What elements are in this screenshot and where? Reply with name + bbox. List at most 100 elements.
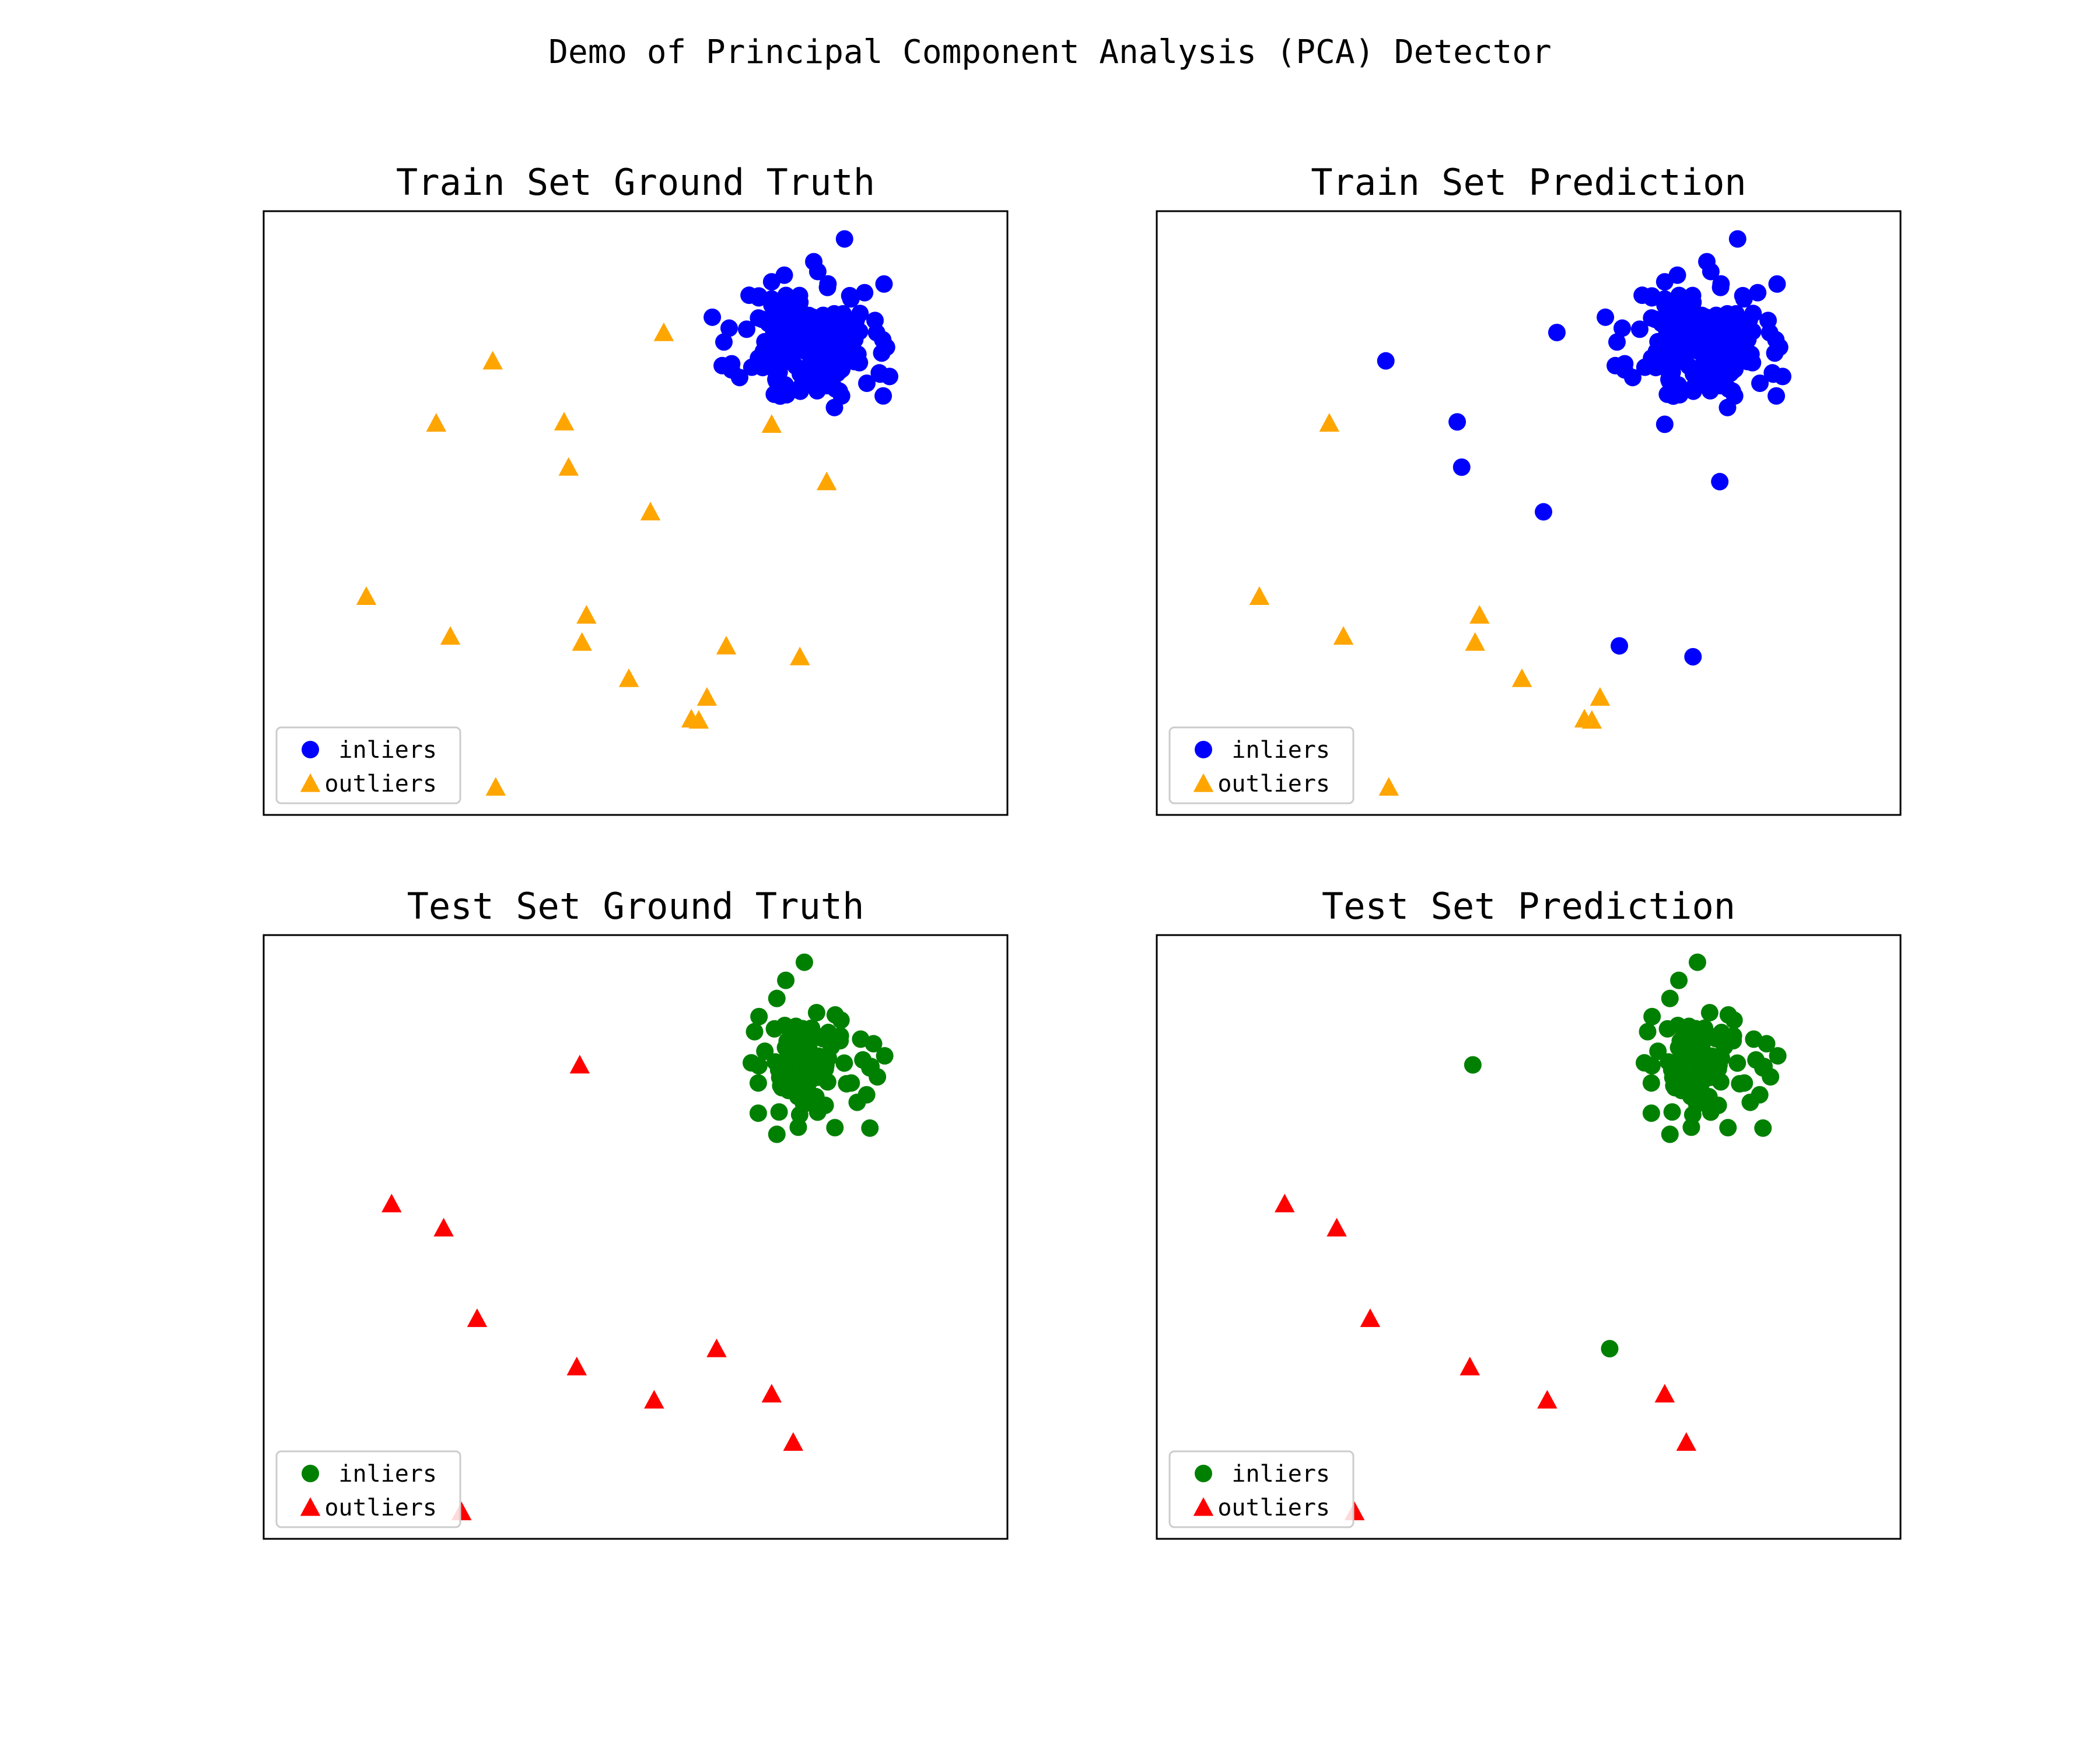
inlier-point bbox=[1630, 320, 1648, 338]
legend-label: outliers bbox=[1217, 771, 1330, 797]
outlier-point bbox=[696, 687, 718, 706]
legend-marker bbox=[1195, 741, 1212, 758]
legend-marker bbox=[302, 1465, 319, 1482]
legend-marker bbox=[300, 773, 321, 792]
outlier-point bbox=[761, 414, 782, 433]
outlier-point bbox=[783, 1432, 804, 1451]
legend-marker bbox=[300, 1497, 321, 1516]
inlier-point bbox=[1681, 312, 1699, 330]
legend-label: inliers bbox=[1231, 1461, 1330, 1488]
outlier-point bbox=[1378, 777, 1399, 796]
outlier-point bbox=[433, 1217, 454, 1237]
legend-label: outliers bbox=[1217, 1494, 1330, 1521]
legend-marker bbox=[1193, 773, 1214, 792]
subplot-2: Train Set Prediction inliers outliers bbox=[1156, 161, 1902, 816]
inlier-point bbox=[875, 275, 893, 293]
inlier-point bbox=[1754, 1059, 1772, 1077]
outlier-point bbox=[1654, 1384, 1675, 1403]
outlier-point bbox=[467, 1308, 488, 1327]
inlier-point bbox=[1708, 320, 1726, 338]
inlier-point bbox=[770, 1103, 788, 1121]
legend-label: inliers bbox=[338, 1461, 437, 1488]
inlier-point bbox=[765, 385, 783, 403]
inlier-point bbox=[769, 1061, 788, 1079]
outlier-point bbox=[566, 1356, 587, 1376]
outlier-point bbox=[1537, 1390, 1558, 1409]
axes-frame bbox=[1156, 934, 1902, 1540]
inlier-point bbox=[1759, 312, 1777, 330]
inlier-point bbox=[1682, 1118, 1700, 1136]
inlier-point bbox=[816, 1096, 834, 1114]
legend-box bbox=[275, 1450, 461, 1528]
inlier-point bbox=[764, 307, 782, 326]
inlier-point bbox=[1749, 284, 1767, 302]
inlier-point bbox=[856, 284, 874, 302]
inlier-point bbox=[704, 308, 722, 326]
inlier-point bbox=[1726, 387, 1744, 405]
subplot-3: Test Set Ground Truth inliers outliers bbox=[262, 885, 1009, 1540]
outlier-point bbox=[382, 1194, 402, 1213]
inlier-point bbox=[841, 286, 859, 304]
inlier-point bbox=[737, 320, 755, 338]
outlier-point bbox=[1581, 710, 1602, 729]
inlier-point bbox=[1700, 340, 1718, 358]
inlier-point bbox=[1656, 290, 1674, 308]
inlier-point bbox=[749, 1074, 767, 1092]
inlier-point bbox=[1688, 1095, 1706, 1113]
subplot-title: Train Set Ground Truth bbox=[396, 161, 875, 204]
inlier-point bbox=[1548, 324, 1566, 342]
inlier-point bbox=[1608, 333, 1626, 351]
outlier-point bbox=[706, 1338, 727, 1357]
inlier-point bbox=[750, 1007, 768, 1026]
inlier-point bbox=[1658, 385, 1676, 403]
inlier-point bbox=[1688, 953, 1706, 971]
inlier-point bbox=[1754, 1119, 1772, 1137]
outlier-point bbox=[554, 411, 575, 430]
outlier-point bbox=[572, 632, 592, 651]
outlier-point bbox=[1511, 668, 1532, 687]
inlier-point bbox=[1635, 1054, 1653, 1072]
inlier-point bbox=[1643, 1007, 1661, 1026]
inlier-point bbox=[1711, 473, 1729, 491]
inlier-point bbox=[1642, 1104, 1660, 1122]
inlier-point bbox=[1657, 330, 1675, 348]
plot-area bbox=[1275, 953, 1787, 1521]
plot-area bbox=[1249, 230, 1791, 796]
inlier-point bbox=[1702, 1049, 1720, 1068]
outlier-point bbox=[1465, 632, 1485, 651]
inlier-point bbox=[1766, 344, 1784, 362]
inlier-point bbox=[1647, 359, 1665, 377]
inlier-point bbox=[750, 309, 768, 327]
inlier-point bbox=[742, 1054, 760, 1072]
inlier-point bbox=[768, 1125, 786, 1143]
inlier-point bbox=[1685, 377, 1703, 396]
inlier-point bbox=[1751, 374, 1769, 392]
outlier-point bbox=[1469, 605, 1490, 624]
inlier-point bbox=[809, 1049, 827, 1068]
legend-marker bbox=[302, 741, 319, 758]
inlier-point bbox=[1695, 1023, 1713, 1041]
inlier-point bbox=[1728, 1054, 1746, 1072]
inlier-point bbox=[1724, 1032, 1742, 1050]
plot-area bbox=[382, 953, 894, 1521]
inlier-point bbox=[866, 312, 884, 330]
inlier-point bbox=[720, 319, 738, 337]
inlier-point bbox=[1656, 415, 1674, 433]
outlier-point bbox=[356, 586, 377, 605]
inlier-point bbox=[861, 1059, 879, 1077]
legend-marker bbox=[1195, 1465, 1212, 1482]
inlier-point bbox=[1597, 308, 1615, 326]
inlier-point bbox=[1377, 352, 1395, 370]
outlier-point bbox=[761, 1384, 782, 1403]
inlier-point bbox=[749, 1104, 767, 1122]
legend-label: outliers bbox=[324, 1494, 437, 1521]
inlier-point bbox=[1657, 307, 1675, 326]
inlier-point bbox=[1728, 230, 1746, 248]
inlier-point bbox=[782, 348, 800, 366]
inlier-point bbox=[795, 953, 813, 971]
outlier-point bbox=[576, 605, 597, 624]
inlier-point bbox=[1448, 413, 1466, 431]
inlier-point bbox=[1668, 1077, 1686, 1095]
outlier-point bbox=[653, 322, 674, 341]
